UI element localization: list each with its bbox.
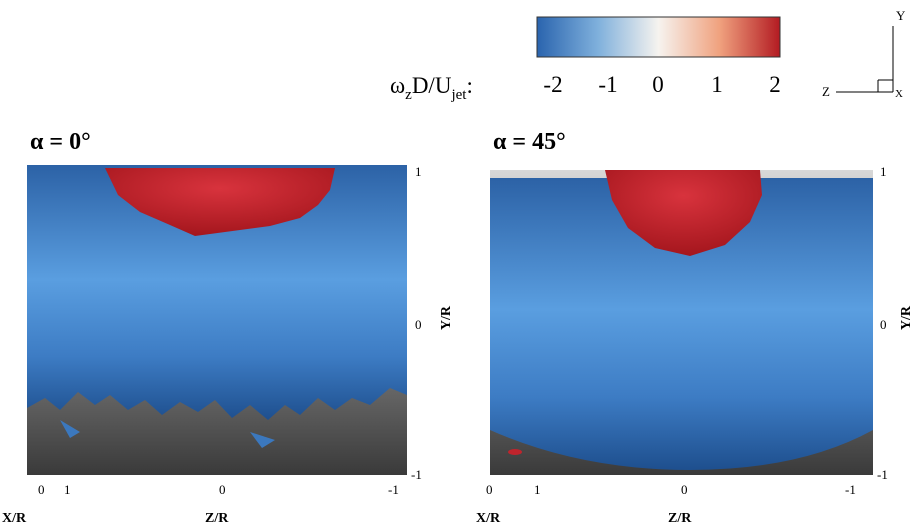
colorbar bbox=[537, 17, 780, 57]
colorbar-tick: -1 bbox=[598, 72, 617, 97]
z-axis-label: Z/R bbox=[205, 511, 229, 526]
colorbar-tick: 0 bbox=[652, 72, 664, 97]
z-tick: 0 bbox=[219, 482, 226, 497]
panel-title: α = 0° bbox=[30, 129, 91, 155]
panel-title: α = 45° bbox=[493, 129, 566, 155]
z-axis-label: Z/R bbox=[668, 511, 692, 526]
triad-x: X bbox=[895, 88, 903, 100]
colorbar-tick: -2 bbox=[543, 72, 562, 97]
x-tick: 0 bbox=[38, 482, 45, 497]
colorbar-tick: 2 bbox=[769, 72, 781, 97]
x-axis-label: X/R bbox=[476, 511, 501, 526]
z-tick: -1 bbox=[388, 482, 399, 497]
z-tick: -1 bbox=[845, 482, 856, 497]
x-axis-label: X/R bbox=[2, 511, 27, 526]
triad-z: Z bbox=[822, 84, 830, 99]
x-tick: 0 bbox=[486, 482, 493, 497]
colorbar-label: ωzD/Ujet: bbox=[390, 73, 473, 103]
y-tick: -1 bbox=[877, 467, 888, 482]
colorbar-tick: 1 bbox=[711, 72, 723, 97]
colorbar-ticks: -2 -1 0 1 2 bbox=[543, 72, 780, 97]
panel-render bbox=[490, 170, 873, 475]
axis-triad bbox=[836, 26, 893, 92]
z-tick: 0 bbox=[681, 482, 688, 497]
x-tick: 1 bbox=[64, 482, 71, 497]
y-tick: -1 bbox=[411, 467, 422, 482]
y-axis-label: Y/R bbox=[439, 305, 454, 330]
y-tick: 0 bbox=[880, 317, 887, 332]
triad-y: Y bbox=[896, 8, 906, 23]
y-tick: 0 bbox=[415, 317, 422, 332]
panel-render bbox=[27, 165, 407, 475]
y-axis-label: Y/R bbox=[899, 305, 914, 330]
y-tick: 1 bbox=[415, 164, 422, 179]
x-tick: 1 bbox=[534, 482, 541, 497]
figure: ωzD/Ujet: -2 -1 0 1 2 Y Z X α = 0° 1 0 -… bbox=[0, 0, 918, 526]
y-tick: 1 bbox=[880, 164, 887, 179]
